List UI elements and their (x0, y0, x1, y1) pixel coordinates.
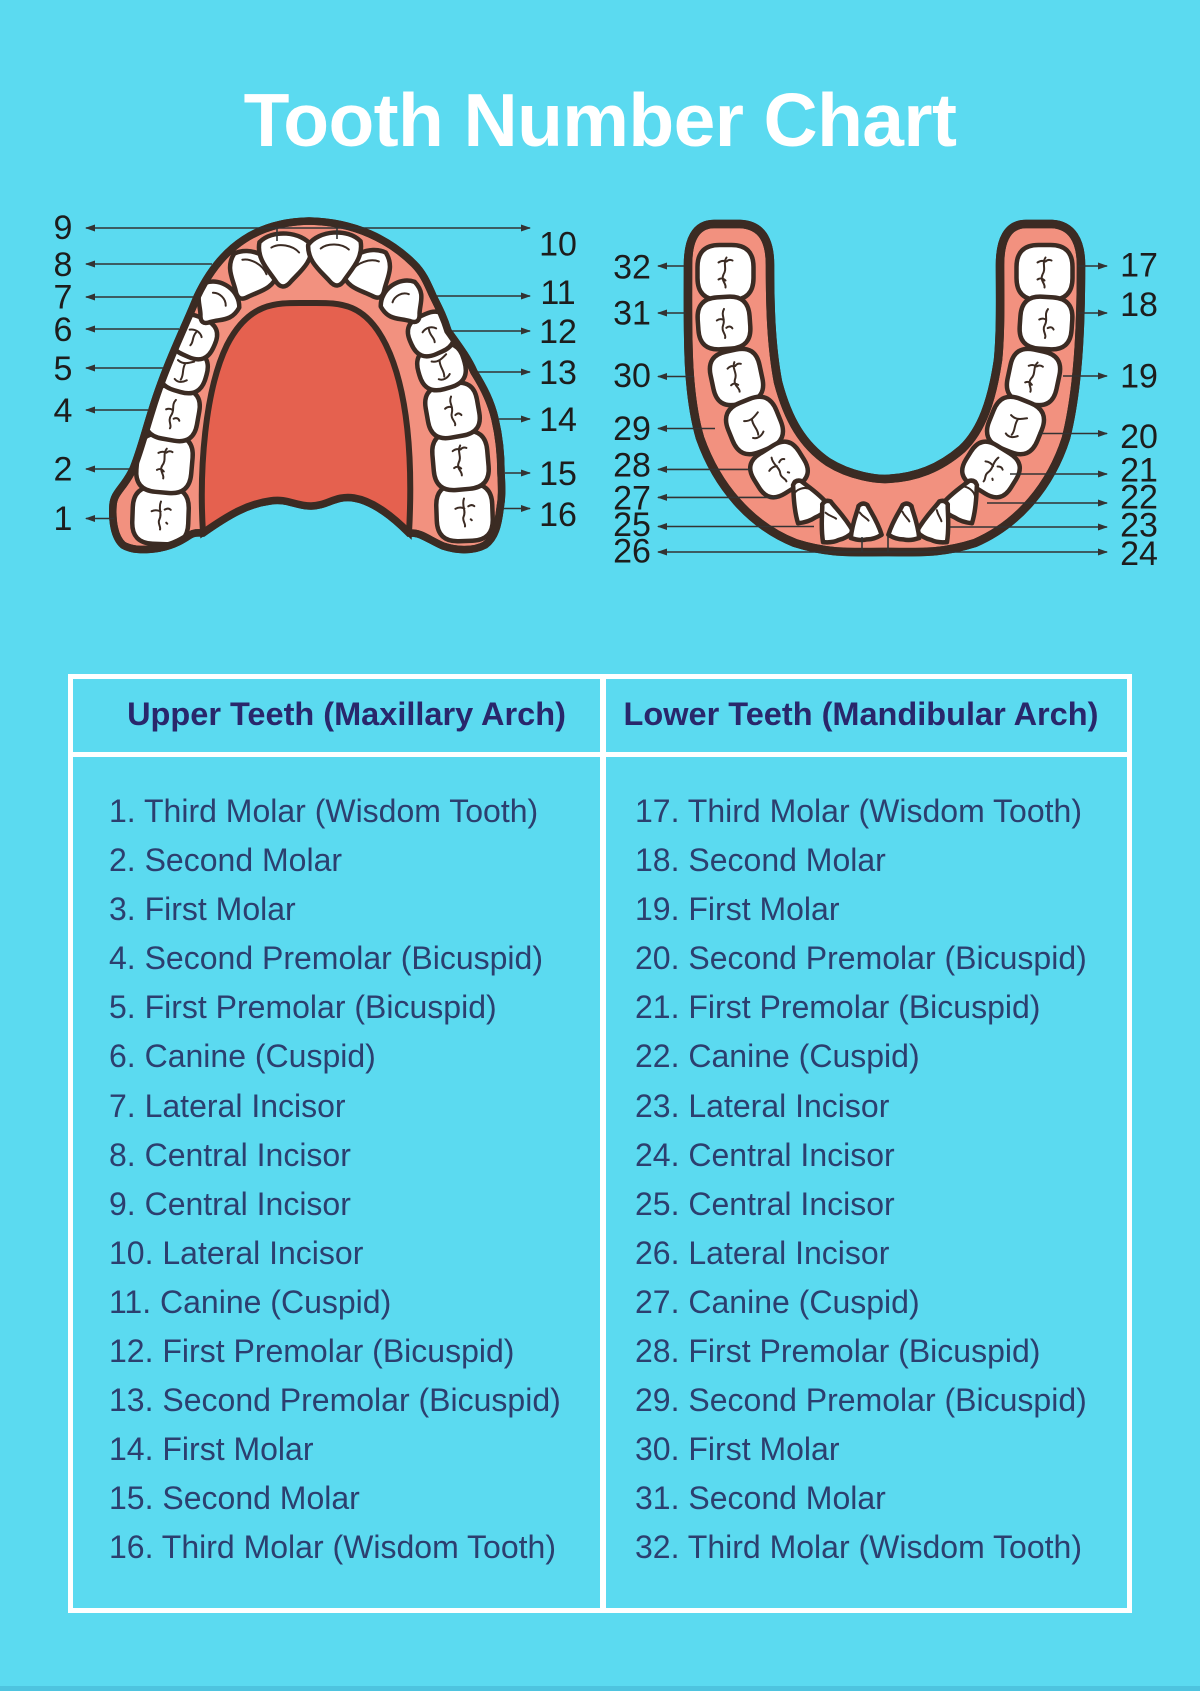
svg-text:25: 25 (613, 506, 651, 544)
svg-text:16: 16 (539, 496, 577, 534)
svg-text:21: 21 (1120, 452, 1158, 490)
svg-text:20: 20 (1120, 418, 1158, 456)
svg-text:19: 19 (1120, 358, 1158, 396)
svg-text:7: 7 (54, 279, 73, 317)
svg-text:2: 2 (54, 451, 73, 489)
svg-text:14: 14 (539, 401, 577, 439)
svg-text:4: 4 (54, 392, 73, 430)
svg-text:8: 8 (54, 246, 73, 284)
svg-text:10: 10 (539, 226, 577, 264)
svg-text:31: 31 (613, 295, 651, 333)
svg-text:13: 13 (539, 354, 577, 392)
svg-text:23: 23 (1120, 507, 1158, 545)
svg-text:27: 27 (613, 480, 651, 518)
svg-text:24: 24 (1120, 535, 1158, 573)
svg-text:17: 17 (1120, 247, 1158, 285)
svg-text:5: 5 (54, 350, 73, 388)
svg-text:29: 29 (613, 410, 651, 448)
svg-text:1: 1 (54, 500, 73, 538)
svg-text:15: 15 (539, 455, 577, 493)
svg-text:9: 9 (54, 209, 73, 247)
svg-text:12: 12 (539, 313, 577, 351)
svg-text:32: 32 (613, 249, 651, 287)
svg-text:30: 30 (613, 357, 651, 395)
svg-text:11: 11 (540, 274, 575, 312)
svg-text:26: 26 (613, 533, 651, 571)
svg-text:22: 22 (1120, 479, 1158, 517)
svg-text:6: 6 (54, 311, 73, 349)
svg-text:18: 18 (1120, 286, 1158, 324)
svg-text:28: 28 (613, 447, 651, 485)
